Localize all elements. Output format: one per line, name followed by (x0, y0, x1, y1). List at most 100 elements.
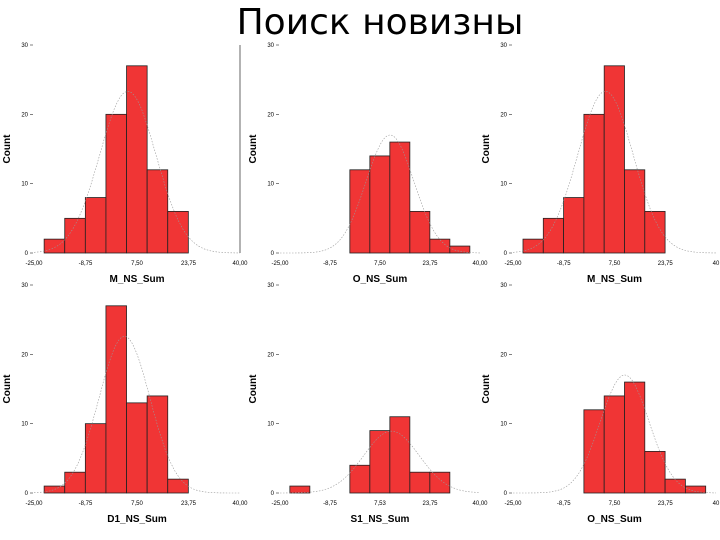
histogram-bar (126, 65, 148, 254)
y-tick-label: 20 (267, 112, 274, 118)
y-axis-label: Count (248, 134, 259, 164)
histogram-bar (126, 402, 148, 494)
x-tick-label: -25,00 (271, 501, 289, 507)
histogram-bar (583, 409, 605, 494)
y-tick-label: 20 (21, 352, 28, 358)
y-tick-label: 10 (267, 182, 274, 188)
x-tick-label: 23,75 (181, 261, 197, 267)
y-tick-label: 0 (504, 491, 508, 497)
y-tick-label: 30 (267, 283, 274, 289)
y-tick-label: 10 (267, 422, 274, 428)
y-tick-label: 30 (21, 43, 28, 49)
histogram-bar (105, 113, 127, 254)
x-tick-label: -8,75 (557, 501, 571, 507)
histogram-bar (542, 217, 564, 254)
histogram-bar (429, 471, 451, 494)
y-tick-label: 10 (21, 182, 28, 188)
x-tick-label: -25,00 (504, 501, 522, 507)
x-tick-label: 23,75 (181, 501, 197, 507)
histogram-6: 0 10 20 30 -25,00 -8,75 7,50 23,75 40 O_NS_Sum Cou… (481, 283, 720, 525)
histogram-bar (603, 395, 625, 494)
histogram-bar (64, 471, 86, 494)
x-tick-label: 7,50 (374, 261, 386, 267)
x-axis-label: O_NS_Sum (587, 514, 642, 525)
histogram-bar (624, 381, 646, 494)
histogram-bar (349, 169, 371, 254)
histogram-bar (603, 65, 625, 254)
x-tick-label: -8,75 (557, 261, 571, 267)
y-tick-label: 0 (504, 251, 508, 257)
y-axis-label: Count (2, 374, 13, 404)
y-axis-label: Count (481, 134, 492, 164)
y-tick-label: 0 (25, 251, 29, 257)
x-tick-label: 40,00 (472, 501, 488, 507)
normal-curve (512, 91, 716, 254)
x-axis-label: S1_NS_Sum (351, 514, 410, 525)
histogram-bar (389, 416, 411, 494)
normal-curve (33, 91, 240, 254)
normal-curve (280, 430, 481, 494)
x-tick-label: 40,00 (472, 261, 488, 267)
histogram-bar (449, 245, 471, 254)
y-tick-label: 30 (21, 283, 28, 289)
normal-curve (33, 335, 240, 494)
histogram-bar (289, 485, 311, 494)
histogram-bar (644, 210, 666, 254)
histogram-bar (43, 485, 66, 494)
histogram-bar (64, 217, 86, 254)
y-axis-label: Count (248, 374, 259, 404)
x-tick-label: 23,75 (422, 261, 438, 267)
histogram-bar (563, 197, 585, 254)
histogram-bar (43, 238, 66, 254)
x-tick-label: 7,50 (609, 261, 621, 267)
histogram-bar (583, 113, 605, 254)
y-tick-label: 10 (500, 422, 507, 428)
y-tick-label: 30 (267, 43, 274, 49)
slide-title: Поиск новизны (236, 2, 524, 43)
x-tick-label: -8,75 (323, 501, 337, 507)
normal-curve (280, 134, 480, 254)
y-tick-label: 30 (500, 43, 507, 49)
x-tick-label: -8,75 (79, 261, 93, 267)
histogram-bar (409, 471, 431, 494)
x-tick-label: -8,75 (79, 501, 93, 507)
histogram-bar (684, 485, 707, 494)
histogram-bar (146, 169, 169, 254)
y-tick-label: 30 (500, 283, 507, 289)
y-tick-label: 20 (500, 112, 507, 118)
histogram-bar (644, 450, 666, 494)
histogram-bar (349, 464, 371, 494)
histogram-bar (167, 210, 189, 254)
x-tick-label: 40 (713, 501, 720, 507)
histogram-1: 0 10 20 30 -25,00 -8,75 7,50 23,75 40,00 M_NS_Sum… (2, 43, 248, 285)
y-tick-label: 20 (21, 112, 28, 118)
x-axis-label: M_NS_Sum (587, 274, 642, 285)
histogram-bar (369, 430, 391, 494)
histogram-4: 0 10 20 30 -25,00 -8,75 7,50 23,75 40,00 D1_NS_Su… (2, 283, 248, 525)
x-tick-label: 23,75 (422, 501, 438, 507)
y-tick-label: 10 (500, 182, 507, 188)
histogram-2: 0 10 20 30 -25,00 -8,75 7,50 23,75 40,00 O_NS_Sum… (248, 43, 488, 285)
y-tick-label: 20 (267, 352, 274, 358)
histogram-bar (522, 238, 544, 254)
x-tick-label: -8,75 (323, 261, 337, 267)
x-tick-label: 40 (713, 261, 720, 267)
y-tick-label: 0 (271, 491, 275, 497)
histogram-3: 0 10 20 30 -25,00 -8,75 7,50 23,75 40 M_NS_Sum Cou… (481, 43, 720, 285)
x-tick-label: -25,00 (25, 501, 43, 507)
x-tick-label: 7,50 (131, 501, 143, 507)
y-tick-label: 0 (271, 251, 275, 257)
histogram-bar (167, 478, 189, 494)
x-axis-label: D1_NS_Sum (107, 514, 167, 525)
histogram-bar (389, 141, 411, 254)
histogram-bar (369, 155, 391, 254)
histogram-bar (84, 423, 107, 494)
x-tick-label: 7,53 (374, 501, 386, 507)
x-tick-label: -25,00 (271, 261, 289, 267)
x-tick-label: 23,75 (658, 501, 674, 507)
x-tick-label: -25,00 (504, 261, 522, 267)
y-tick-label: 0 (25, 491, 29, 497)
histogram-bar (624, 169, 646, 254)
histogram-5: 0 10 20 30 -25,00 -8,75 7,53 23,75 40,00 S1_NS_Su… (248, 283, 488, 525)
histogram-bar (105, 305, 127, 494)
